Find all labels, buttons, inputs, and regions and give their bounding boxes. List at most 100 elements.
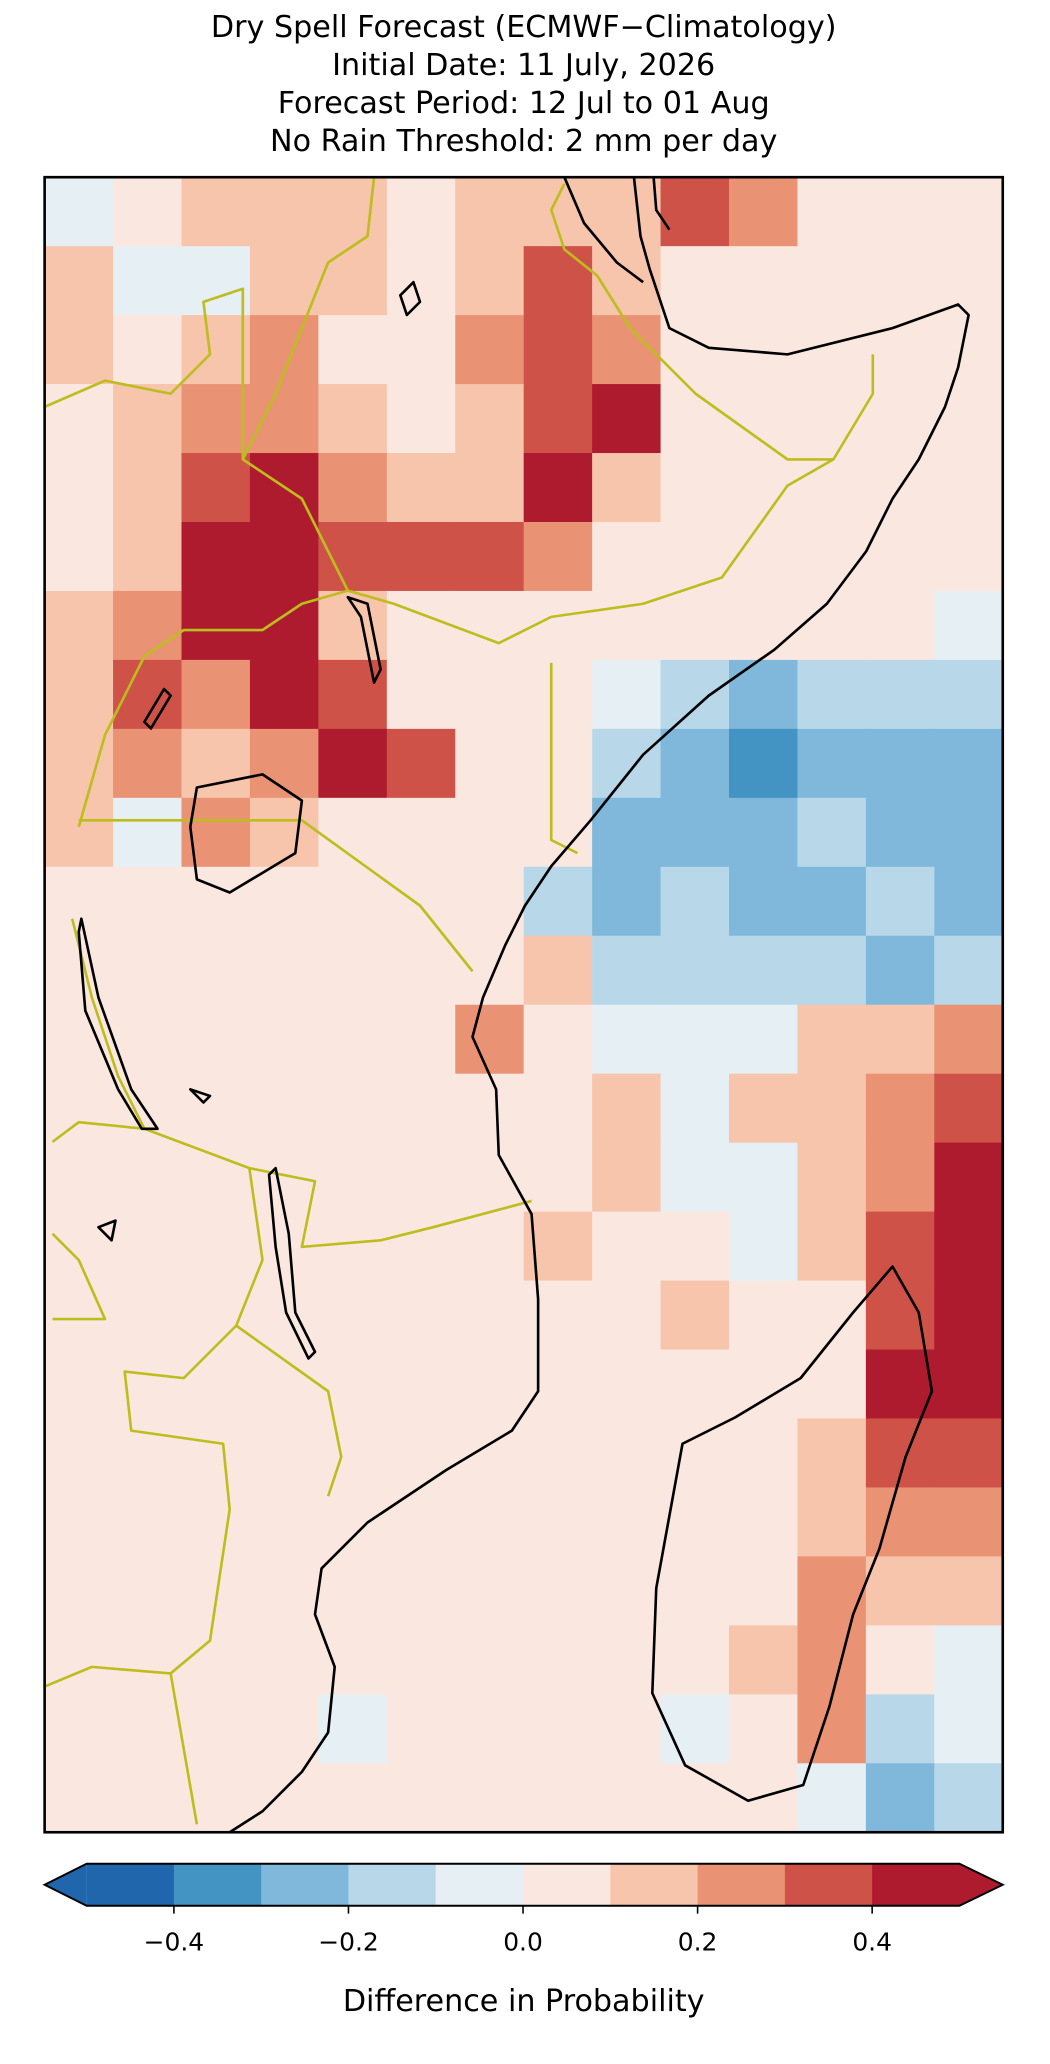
- grid-cell: [523, 935, 593, 1006]
- grid-cell: [523, 1556, 593, 1627]
- grid-cell: [592, 1142, 662, 1213]
- grid-cell: [797, 1418, 867, 1489]
- colorbar-segment: [348, 1863, 437, 1906]
- grid-cell: [660, 659, 730, 730]
- grid-cell: [113, 521, 183, 592]
- grid-cell: [934, 659, 1004, 730]
- grid-cell: [455, 384, 525, 454]
- grid-cell: [865, 659, 935, 730]
- grid-cell: [592, 315, 662, 385]
- grid-cell: [729, 1004, 799, 1075]
- grid-cell: [660, 521, 730, 592]
- grid-cell: [386, 1349, 456, 1420]
- grid-cell: [660, 1487, 730, 1558]
- grid-cell: [113, 659, 183, 730]
- grid-cell: [797, 1694, 867, 1764]
- grid-cell: [865, 1142, 935, 1213]
- grid-cell: [386, 1487, 456, 1558]
- grid-cell: [729, 1211, 799, 1282]
- colorbar-segment: [435, 1863, 524, 1906]
- grid-cell: [660, 453, 730, 523]
- grid-cell: [797, 1073, 867, 1144]
- grid-cell: [934, 177, 1004, 247]
- grid-cell: [386, 315, 456, 385]
- grid-cell: [660, 1763, 730, 1833]
- grid-cell: [455, 1211, 525, 1282]
- grid-cell: [113, 1694, 183, 1764]
- grid-cell: [113, 866, 183, 937]
- grid-cell: [934, 728, 1004, 799]
- colorbar-tick-label: −0.4: [144, 1927, 205, 1956]
- grid-cell: [113, 1280, 183, 1351]
- grid-cell: [386, 1418, 456, 1489]
- grid-cell: [592, 1487, 662, 1558]
- grid-cell: [318, 728, 388, 799]
- grid-cell: [386, 1004, 456, 1075]
- grid-cell: [934, 1487, 1004, 1558]
- grid-cell: [729, 590, 799, 661]
- title-line: Dry Spell Forecast (ECMWF−Climatology): [211, 10, 837, 45]
- grid-cell: [318, 935, 388, 1006]
- grid-cell: [592, 1211, 662, 1282]
- title-line: No Rain Threshold: 2 mm per day: [270, 124, 777, 159]
- grid-cell: [523, 1487, 593, 1558]
- grid-cell: [523, 384, 593, 454]
- grid-cell: [523, 1694, 593, 1764]
- grid-cell: [797, 1004, 867, 1075]
- grid-cell: [44, 1073, 114, 1144]
- grid-cell: [249, 1694, 320, 1764]
- colorbar-extend-min: [44, 1863, 87, 1906]
- grid-cell: [592, 935, 662, 1006]
- colorbar-segment: [784, 1863, 873, 1906]
- grid-cell: [592, 866, 662, 937]
- colorbar-segment: [697, 1863, 786, 1906]
- grid-cell: [797, 1556, 867, 1627]
- grid-cell: [318, 246, 388, 316]
- grid-cell: [865, 728, 935, 799]
- grid-cell: [181, 177, 251, 247]
- grid-cell: [865, 590, 935, 661]
- grid-cell: [181, 1142, 251, 1213]
- grid-cell: [729, 659, 799, 730]
- grid-cell: [318, 1418, 388, 1489]
- grid-cell: [386, 1763, 456, 1833]
- grid-cell: [455, 315, 525, 385]
- grid-cell: [934, 246, 1004, 316]
- grid-cell: [455, 935, 525, 1006]
- grid-cell: [113, 1349, 183, 1420]
- grid-cell: [660, 590, 730, 661]
- grid-cell: [729, 1280, 799, 1351]
- grid-cell: [865, 521, 935, 592]
- grid-cell: [44, 1487, 114, 1558]
- grid-cell: [181, 728, 251, 799]
- grid-cell: [318, 521, 388, 592]
- grid-cell: [386, 177, 456, 247]
- grid-cell: [865, 1694, 935, 1764]
- grid-cell: [934, 1694, 1004, 1764]
- grid-cell: [249, 177, 320, 247]
- grid-cell: [729, 246, 799, 316]
- grid-cell: [44, 1004, 114, 1075]
- grid-cell: [865, 797, 935, 868]
- grid-cell: [592, 521, 662, 592]
- grid-cell: [729, 1073, 799, 1144]
- grid-cell: [592, 1418, 662, 1489]
- colorbar-segment: [610, 1863, 698, 1906]
- grid-cell: [660, 935, 730, 1006]
- grid-cell: [934, 935, 1004, 1006]
- grid-cell: [249, 1763, 320, 1833]
- grid-cell: [113, 453, 183, 523]
- grid-cell: [44, 177, 114, 247]
- grid-cell: [934, 1142, 1004, 1213]
- grid-cell: [318, 1280, 388, 1351]
- grid-cell: [44, 590, 114, 661]
- grid-cell: [865, 315, 935, 385]
- grid-cell: [523, 866, 593, 937]
- grid-cell: [797, 246, 867, 316]
- grid-cell: [934, 521, 1004, 592]
- grid-cell: [592, 1763, 662, 1833]
- grid-cell: [865, 1556, 935, 1627]
- grid-cell: [455, 246, 525, 316]
- grid-cell: [181, 1349, 251, 1420]
- colorbar-tick-label: −0.2: [318, 1927, 379, 1956]
